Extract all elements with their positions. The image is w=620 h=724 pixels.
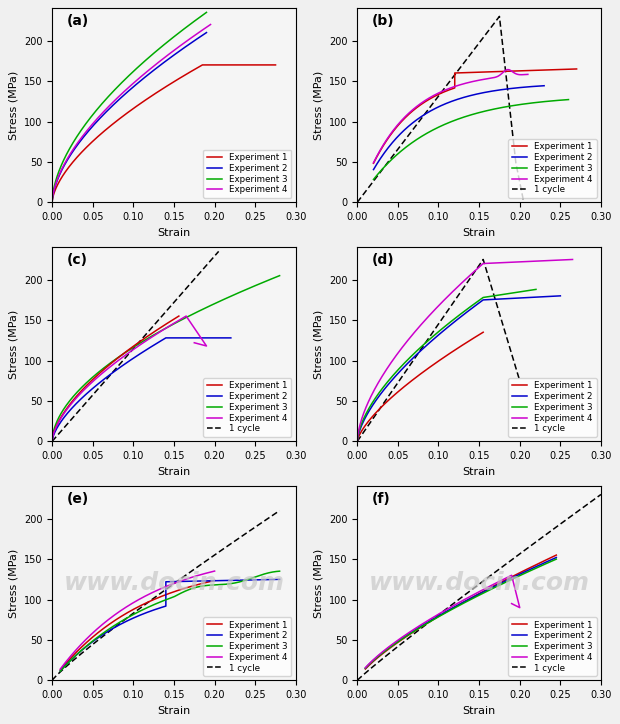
Legend: Experiment 1, Experiment 2, Experiment 3, Experiment 4, 1 cycle: Experiment 1, Experiment 2, Experiment 3… bbox=[508, 617, 596, 676]
Text: (d): (d) bbox=[372, 253, 394, 267]
Y-axis label: Stress (MPa): Stress (MPa) bbox=[8, 71, 19, 140]
Text: (b): (b) bbox=[372, 14, 394, 28]
Y-axis label: Stress (MPa): Stress (MPa) bbox=[314, 549, 324, 618]
X-axis label: Strain: Strain bbox=[463, 467, 496, 476]
Legend: Experiment 1, Experiment 2, Experiment 3, Experiment 4, 1 cycle: Experiment 1, Experiment 2, Experiment 3… bbox=[508, 139, 596, 198]
X-axis label: Strain: Strain bbox=[463, 706, 496, 715]
Legend: Experiment 1, Experiment 2, Experiment 3, Experiment 4: Experiment 1, Experiment 2, Experiment 3… bbox=[203, 150, 291, 198]
Legend: Experiment 1, Experiment 2, Experiment 3, Experiment 4, 1 cycle: Experiment 1, Experiment 2, Experiment 3… bbox=[508, 378, 596, 437]
Text: (f): (f) bbox=[372, 492, 391, 506]
X-axis label: Strain: Strain bbox=[157, 706, 190, 715]
Text: (a): (a) bbox=[67, 14, 89, 28]
X-axis label: Strain: Strain bbox=[157, 227, 190, 237]
Legend: Experiment 1, Experiment 2, Experiment 3, Experiment 4, 1 cycle: Experiment 1, Experiment 2, Experiment 3… bbox=[203, 617, 291, 676]
Text: (e): (e) bbox=[67, 492, 89, 506]
Text: www.docin.com: www.docin.com bbox=[369, 571, 590, 595]
Y-axis label: Stress (MPa): Stress (MPa) bbox=[8, 549, 19, 618]
Y-axis label: Stress (MPa): Stress (MPa) bbox=[8, 310, 19, 379]
Y-axis label: Stress (MPa): Stress (MPa) bbox=[314, 310, 324, 379]
X-axis label: Strain: Strain bbox=[157, 467, 190, 476]
Text: (c): (c) bbox=[67, 253, 88, 267]
Legend: Experiment 1, Experiment 2, Experiment 3, Experiment 4, 1 cycle: Experiment 1, Experiment 2, Experiment 3… bbox=[203, 378, 291, 437]
Text: www.docin.com: www.docin.com bbox=[63, 571, 285, 595]
X-axis label: Strain: Strain bbox=[463, 227, 496, 237]
Y-axis label: Stress (MPa): Stress (MPa) bbox=[314, 71, 324, 140]
